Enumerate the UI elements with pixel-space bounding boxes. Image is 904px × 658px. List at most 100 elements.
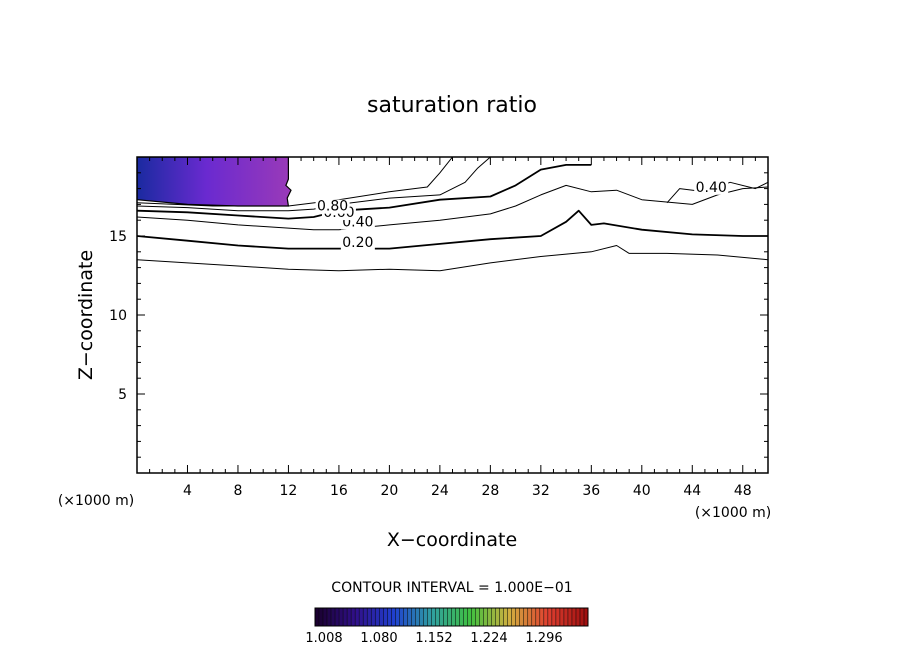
- colorbar-stripe: [491, 608, 496, 626]
- contour-labels: 0.200.400.600.800.40: [315, 180, 729, 251]
- colorbar-stripe: [439, 608, 444, 626]
- colorbar-stripe: [383, 608, 388, 626]
- colorbar-stripe: [499, 608, 504, 626]
- colorbar-stripe: [331, 608, 336, 626]
- contour-label-bg: [694, 180, 729, 195]
- colorbar-stripe: [503, 608, 508, 626]
- contour-label-bg: [315, 199, 350, 214]
- y-tick-label: 15: [109, 229, 127, 245]
- colorbar-stripe: [575, 608, 580, 626]
- colorbar-stripe: [347, 608, 352, 626]
- colorbar-stripe: [455, 608, 460, 626]
- colorbar-labels: 1.008 1.080 1.152 1.224 1.296: [305, 631, 562, 646]
- colorbar-label: 1.080: [360, 631, 397, 646]
- colorbar-stripe: [459, 608, 464, 626]
- colorbar-stripe: [547, 608, 552, 626]
- colorbar-stripe: [463, 608, 468, 626]
- colorbar-stripe: [315, 608, 320, 626]
- colorbar-stripe: [543, 608, 548, 626]
- colorbar-stripe: [355, 608, 360, 626]
- colorbar-stripe: [447, 608, 452, 626]
- x-tick-label: 24: [431, 483, 449, 499]
- y-tick-label: 10: [109, 308, 127, 324]
- colorbar-label: 1.152: [415, 631, 452, 646]
- colorbar-stripe: [567, 608, 572, 626]
- colorbar-stripe: [363, 608, 368, 626]
- colorbar-stripe: [371, 608, 376, 626]
- colorbar-stripe: [563, 608, 568, 626]
- colorbar-stripe: [403, 608, 408, 626]
- contour-line-1: [137, 209, 768, 250]
- colorbar-label: 1.224: [470, 631, 507, 646]
- colorbar-stripe: [475, 608, 480, 626]
- colorbar-stripe: [531, 608, 536, 626]
- contour-interval-label: CONTOUR INTERVAL = 1.000E−01: [331, 580, 572, 596]
- colorbar-stripe: [495, 608, 500, 626]
- colorbar-stripe: [427, 608, 432, 626]
- colorbar-stripe: [327, 608, 332, 626]
- colorbar-stripe: [435, 608, 440, 626]
- colorbar-stripe: [351, 608, 356, 626]
- colorbar-stripe: [399, 608, 404, 626]
- colorbar-stripe: [379, 608, 384, 626]
- colorbar-stripe: [511, 608, 516, 626]
- x-tick-label: 48: [734, 483, 752, 499]
- x-tick-label: 44: [683, 483, 701, 499]
- colorbar-stripe: [423, 608, 428, 626]
- colorbar-stripe: [571, 608, 576, 626]
- colorbar-stripe: [395, 608, 400, 626]
- colorbar-stripe: [343, 608, 348, 626]
- x-tick-label: 28: [481, 483, 499, 499]
- chart-title: saturation ratio: [367, 93, 537, 118]
- colorbar-stripe: [539, 608, 544, 626]
- y-tick-label: 5: [118, 387, 127, 403]
- contour-label: 0.40: [696, 180, 727, 196]
- colorbar-stripe: [367, 608, 372, 626]
- colorbar-stripe: [535, 608, 540, 626]
- colorbar-stripe: [431, 608, 436, 626]
- colorbar-stripe: [555, 608, 560, 626]
- x-axis-title: X−coordinate: [387, 529, 517, 551]
- x-axis-ticks: 4 8 12 16 20 24 28 32 36 40 44 48: [149, 157, 756, 499]
- contour-line-3: [137, 164, 592, 220]
- x-tick-label: 32: [532, 483, 550, 499]
- colorbar-stripe: [339, 608, 344, 626]
- colorbar-stripe: [527, 608, 532, 626]
- contour-label: 0.20: [342, 235, 373, 251]
- colorbar-stripe: [407, 608, 412, 626]
- colorbar-stripe: [335, 608, 340, 626]
- colorbar-stripe: [415, 608, 420, 626]
- x-tick-label: 36: [582, 483, 600, 499]
- colorbar-stripe: [487, 608, 492, 626]
- colorbar-stripe: [551, 608, 556, 626]
- x-tick-label: 20: [380, 483, 398, 499]
- contour-line-2: [137, 184, 768, 231]
- x-tick-label: 4: [183, 483, 192, 499]
- colorbar-frame: [314, 607, 589, 627]
- x-tick-label: 8: [233, 483, 242, 499]
- colorbar-stripe: [359, 608, 364, 626]
- x-unit-label: (×1000 m): [695, 505, 771, 521]
- y-unit-label: (×1000 m): [58, 493, 134, 509]
- colorbar-stripe: [387, 608, 392, 626]
- colorbar-stripe: [559, 608, 564, 626]
- colorbar-stripe: [467, 608, 472, 626]
- colorbar-stripe: [443, 608, 448, 626]
- contour-label-bg: [340, 236, 375, 251]
- colorbar-stripe: [319, 608, 324, 626]
- colorbar-stripe: [583, 608, 588, 626]
- shaded-region: [137, 157, 292, 207]
- colorbar: 1.008 1.080 1.152 1.224 1.296: [305, 607, 589, 646]
- x-tick-label: 12: [280, 483, 298, 499]
- y-axis-ticks: 5 10 15: [109, 172, 768, 458]
- colorbar-label: 1.008: [305, 631, 342, 646]
- colorbar-stripes: [314, 608, 588, 626]
- colorbar-stripe: [523, 608, 528, 626]
- colorbar-stripe: [411, 608, 416, 626]
- y-axis-title: Z−coordinate: [75, 250, 97, 380]
- contour-line-5: [137, 157, 453, 207]
- colorbar-label: 1.296: [525, 631, 562, 646]
- colorbar-stripe: [375, 608, 380, 626]
- colorbar-stripe: [323, 608, 328, 626]
